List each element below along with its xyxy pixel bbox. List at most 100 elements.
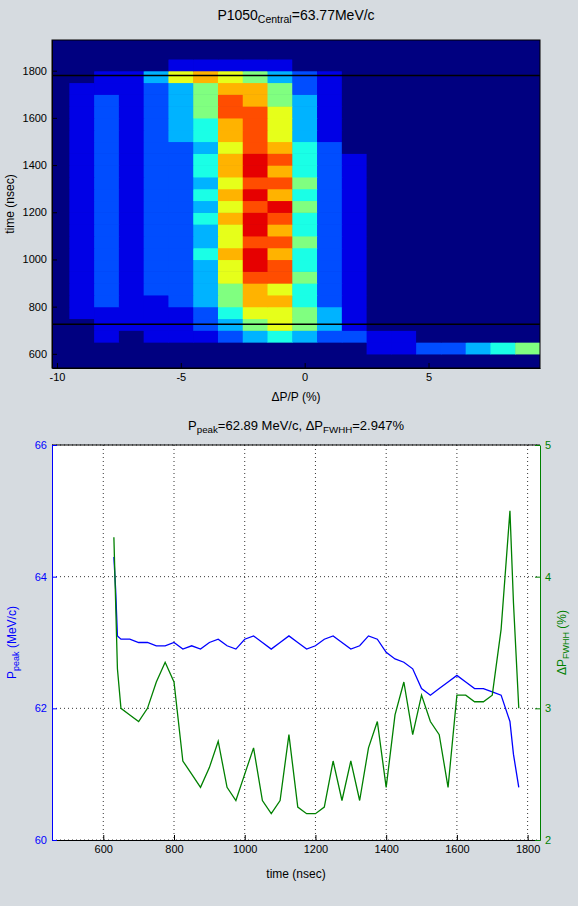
cell bbox=[52, 307, 70, 319]
cell bbox=[391, 59, 416, 71]
tick-mark bbox=[535, 445, 540, 446]
cell bbox=[168, 106, 193, 118]
cell bbox=[52, 47, 70, 59]
cell bbox=[268, 165, 293, 177]
cell bbox=[292, 224, 317, 236]
axis-line bbox=[52, 41, 53, 369]
grid-line bbox=[52, 576, 540, 577]
cell bbox=[119, 47, 144, 59]
cell bbox=[52, 200, 70, 212]
cell bbox=[441, 94, 466, 106]
cell bbox=[441, 224, 466, 236]
cell bbox=[94, 342, 119, 354]
cell bbox=[292, 165, 317, 177]
cell bbox=[168, 118, 193, 130]
cell bbox=[119, 94, 144, 106]
cell bbox=[416, 59, 441, 71]
cell bbox=[391, 295, 416, 307]
cell bbox=[94, 177, 119, 189]
y-axis: 60080010001200140016001800 bbox=[23, 41, 57, 369]
tick-mark bbox=[52, 307, 57, 308]
cell bbox=[416, 295, 441, 307]
cell bbox=[416, 200, 441, 212]
cell bbox=[466, 177, 491, 189]
cell bbox=[367, 165, 392, 177]
cell bbox=[466, 71, 491, 83]
cell bbox=[119, 236, 144, 248]
cell bbox=[268, 283, 293, 295]
cell bbox=[94, 236, 119, 248]
cell bbox=[268, 71, 293, 83]
tick-mark bbox=[386, 835, 387, 840]
cell bbox=[416, 212, 441, 224]
cell bbox=[144, 94, 169, 106]
cell bbox=[466, 200, 491, 212]
cell bbox=[317, 236, 342, 248]
cell bbox=[168, 342, 193, 354]
tick-label: 600 bbox=[95, 843, 113, 855]
tick: -10 bbox=[50, 363, 66, 383]
cell bbox=[441, 271, 466, 283]
cell bbox=[168, 330, 193, 342]
cell bbox=[441, 342, 466, 354]
cell bbox=[94, 224, 119, 236]
text-part: =62.89 MeV/c, ΔP bbox=[218, 418, 323, 433]
cell bbox=[490, 354, 515, 366]
cell bbox=[218, 330, 243, 342]
cell bbox=[168, 271, 193, 283]
cell bbox=[94, 354, 119, 366]
cell bbox=[69, 259, 94, 271]
tick-mark bbox=[181, 363, 182, 368]
cell bbox=[391, 118, 416, 130]
tick-mark bbox=[52, 71, 57, 72]
cell bbox=[69, 82, 94, 94]
cell bbox=[218, 118, 243, 130]
cell bbox=[69, 200, 94, 212]
cell bbox=[218, 236, 243, 248]
grid-line bbox=[52, 708, 540, 709]
tick-mark bbox=[52, 445, 57, 446]
cell bbox=[416, 259, 441, 271]
cell bbox=[490, 307, 515, 319]
cell bbox=[144, 59, 169, 71]
cell bbox=[168, 47, 193, 59]
cell bbox=[391, 82, 416, 94]
cell bbox=[193, 236, 218, 248]
cell bbox=[119, 342, 144, 354]
tick: 1800 bbox=[23, 65, 57, 77]
cell bbox=[243, 259, 268, 271]
cell bbox=[218, 200, 243, 212]
cell bbox=[490, 130, 515, 142]
cell bbox=[268, 59, 293, 71]
cell bbox=[342, 47, 367, 59]
tick-mark bbox=[52, 577, 57, 578]
cell bbox=[268, 330, 293, 342]
plot-background bbox=[52, 40, 540, 368]
cell bbox=[515, 295, 540, 307]
cell bbox=[268, 153, 293, 165]
subscript: Central bbox=[258, 13, 292, 25]
cell bbox=[391, 330, 416, 342]
cell bbox=[144, 177, 169, 189]
cell bbox=[317, 94, 342, 106]
cell bbox=[69, 342, 94, 354]
cell bbox=[144, 82, 169, 94]
cell bbox=[168, 307, 193, 319]
cell bbox=[268, 118, 293, 130]
tick-label: 1200 bbox=[304, 843, 328, 855]
cell bbox=[52, 212, 70, 224]
cell bbox=[193, 212, 218, 224]
cell bbox=[144, 153, 169, 165]
series-group bbox=[114, 511, 519, 814]
tick-label: 1800 bbox=[23, 65, 47, 77]
cell bbox=[218, 82, 243, 94]
cell bbox=[292, 283, 317, 295]
cell bbox=[367, 106, 392, 118]
frame bbox=[52, 40, 540, 368]
cell bbox=[144, 212, 169, 224]
tick-label: 60 bbox=[35, 834, 47, 846]
cell bbox=[515, 130, 540, 142]
tick-label: 66 bbox=[35, 439, 47, 451]
cell bbox=[515, 354, 540, 366]
cell bbox=[416, 82, 441, 94]
